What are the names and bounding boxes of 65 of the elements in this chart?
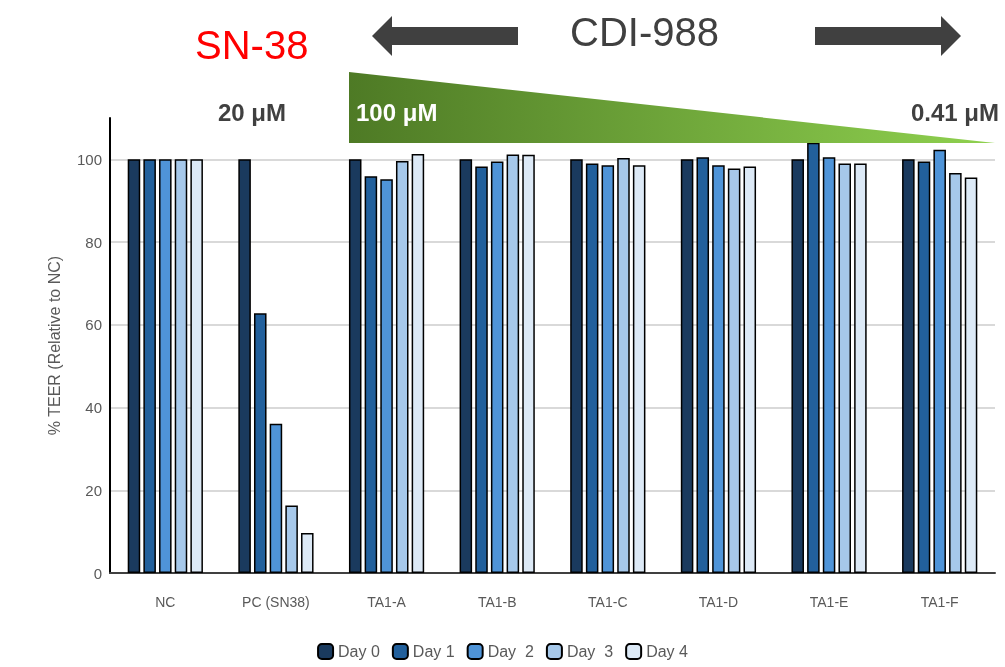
text: CDI-988 <box>570 10 719 54</box>
bar <box>364 176 378 573</box>
legend-label: Day 4 <box>646 643 689 660</box>
bar <box>395 161 409 573</box>
bar <box>601 165 615 573</box>
bar <box>838 163 851 573</box>
y-tick-label: 0 <box>93 564 102 582</box>
bar <box>791 159 804 573</box>
y-tick-label: 60 <box>85 316 102 334</box>
bar <box>902 159 915 573</box>
legend-label: Day 1 <box>412 643 455 660</box>
x-tick-label: TA1-A <box>367 594 407 610</box>
bar <box>348 159 362 573</box>
bar <box>490 161 504 573</box>
bar <box>696 157 710 573</box>
bar <box>743 166 757 573</box>
y-tick-label: 100 <box>76 150 102 168</box>
bar <box>174 159 188 573</box>
bar <box>964 177 978 573</box>
bar <box>143 159 156 573</box>
bar <box>285 505 298 573</box>
legend-label: Day 2 <box>487 643 534 660</box>
bar <box>727 168 741 573</box>
bar <box>680 159 694 573</box>
x-tick-label: TA1-E <box>809 594 849 610</box>
bar <box>632 165 646 573</box>
bar <box>822 157 836 573</box>
bar <box>459 159 473 573</box>
bar <box>585 163 599 573</box>
bar <box>712 165 725 573</box>
x-tick-label: PC (SN38) <box>242 594 310 610</box>
bar <box>127 159 141 573</box>
y-axis-title: % TEER (Relative to NC) <box>45 255 63 436</box>
bar <box>159 159 172 573</box>
bar <box>380 179 393 573</box>
bar <box>475 166 488 573</box>
bar <box>411 153 425 573</box>
bar <box>301 532 314 573</box>
annotation: 0.41 μM <box>910 98 1000 126</box>
y-tick-label: 40 <box>85 399 102 417</box>
bar <box>917 161 931 573</box>
text: SN-38 <box>195 23 309 67</box>
bar <box>238 159 251 573</box>
bar <box>617 158 630 573</box>
x-tick-label: TA1-D <box>698 594 739 610</box>
bar <box>854 163 867 573</box>
x-tick-label: TA1-B <box>477 594 517 610</box>
bar <box>807 142 820 573</box>
annotation: 20 μM <box>218 98 287 126</box>
bar <box>269 423 283 573</box>
legend-label: Day 0 <box>338 643 380 660</box>
annotation: 100 μM <box>356 98 438 126</box>
bar <box>522 154 535 573</box>
y-tick-label: 80 <box>85 233 102 251</box>
bar <box>254 313 267 573</box>
x-tick-label: TA1-C <box>588 594 628 610</box>
bar <box>190 159 203 573</box>
bar <box>933 149 946 573</box>
bar <box>570 159 583 573</box>
bar <box>949 173 962 573</box>
x-tick-label: NC <box>155 594 176 610</box>
legend-label: Day 3 <box>566 643 614 660</box>
bar <box>506 154 520 573</box>
x-tick-label: TA1-F <box>920 594 959 610</box>
y-tick-label: 20 <box>85 481 102 499</box>
